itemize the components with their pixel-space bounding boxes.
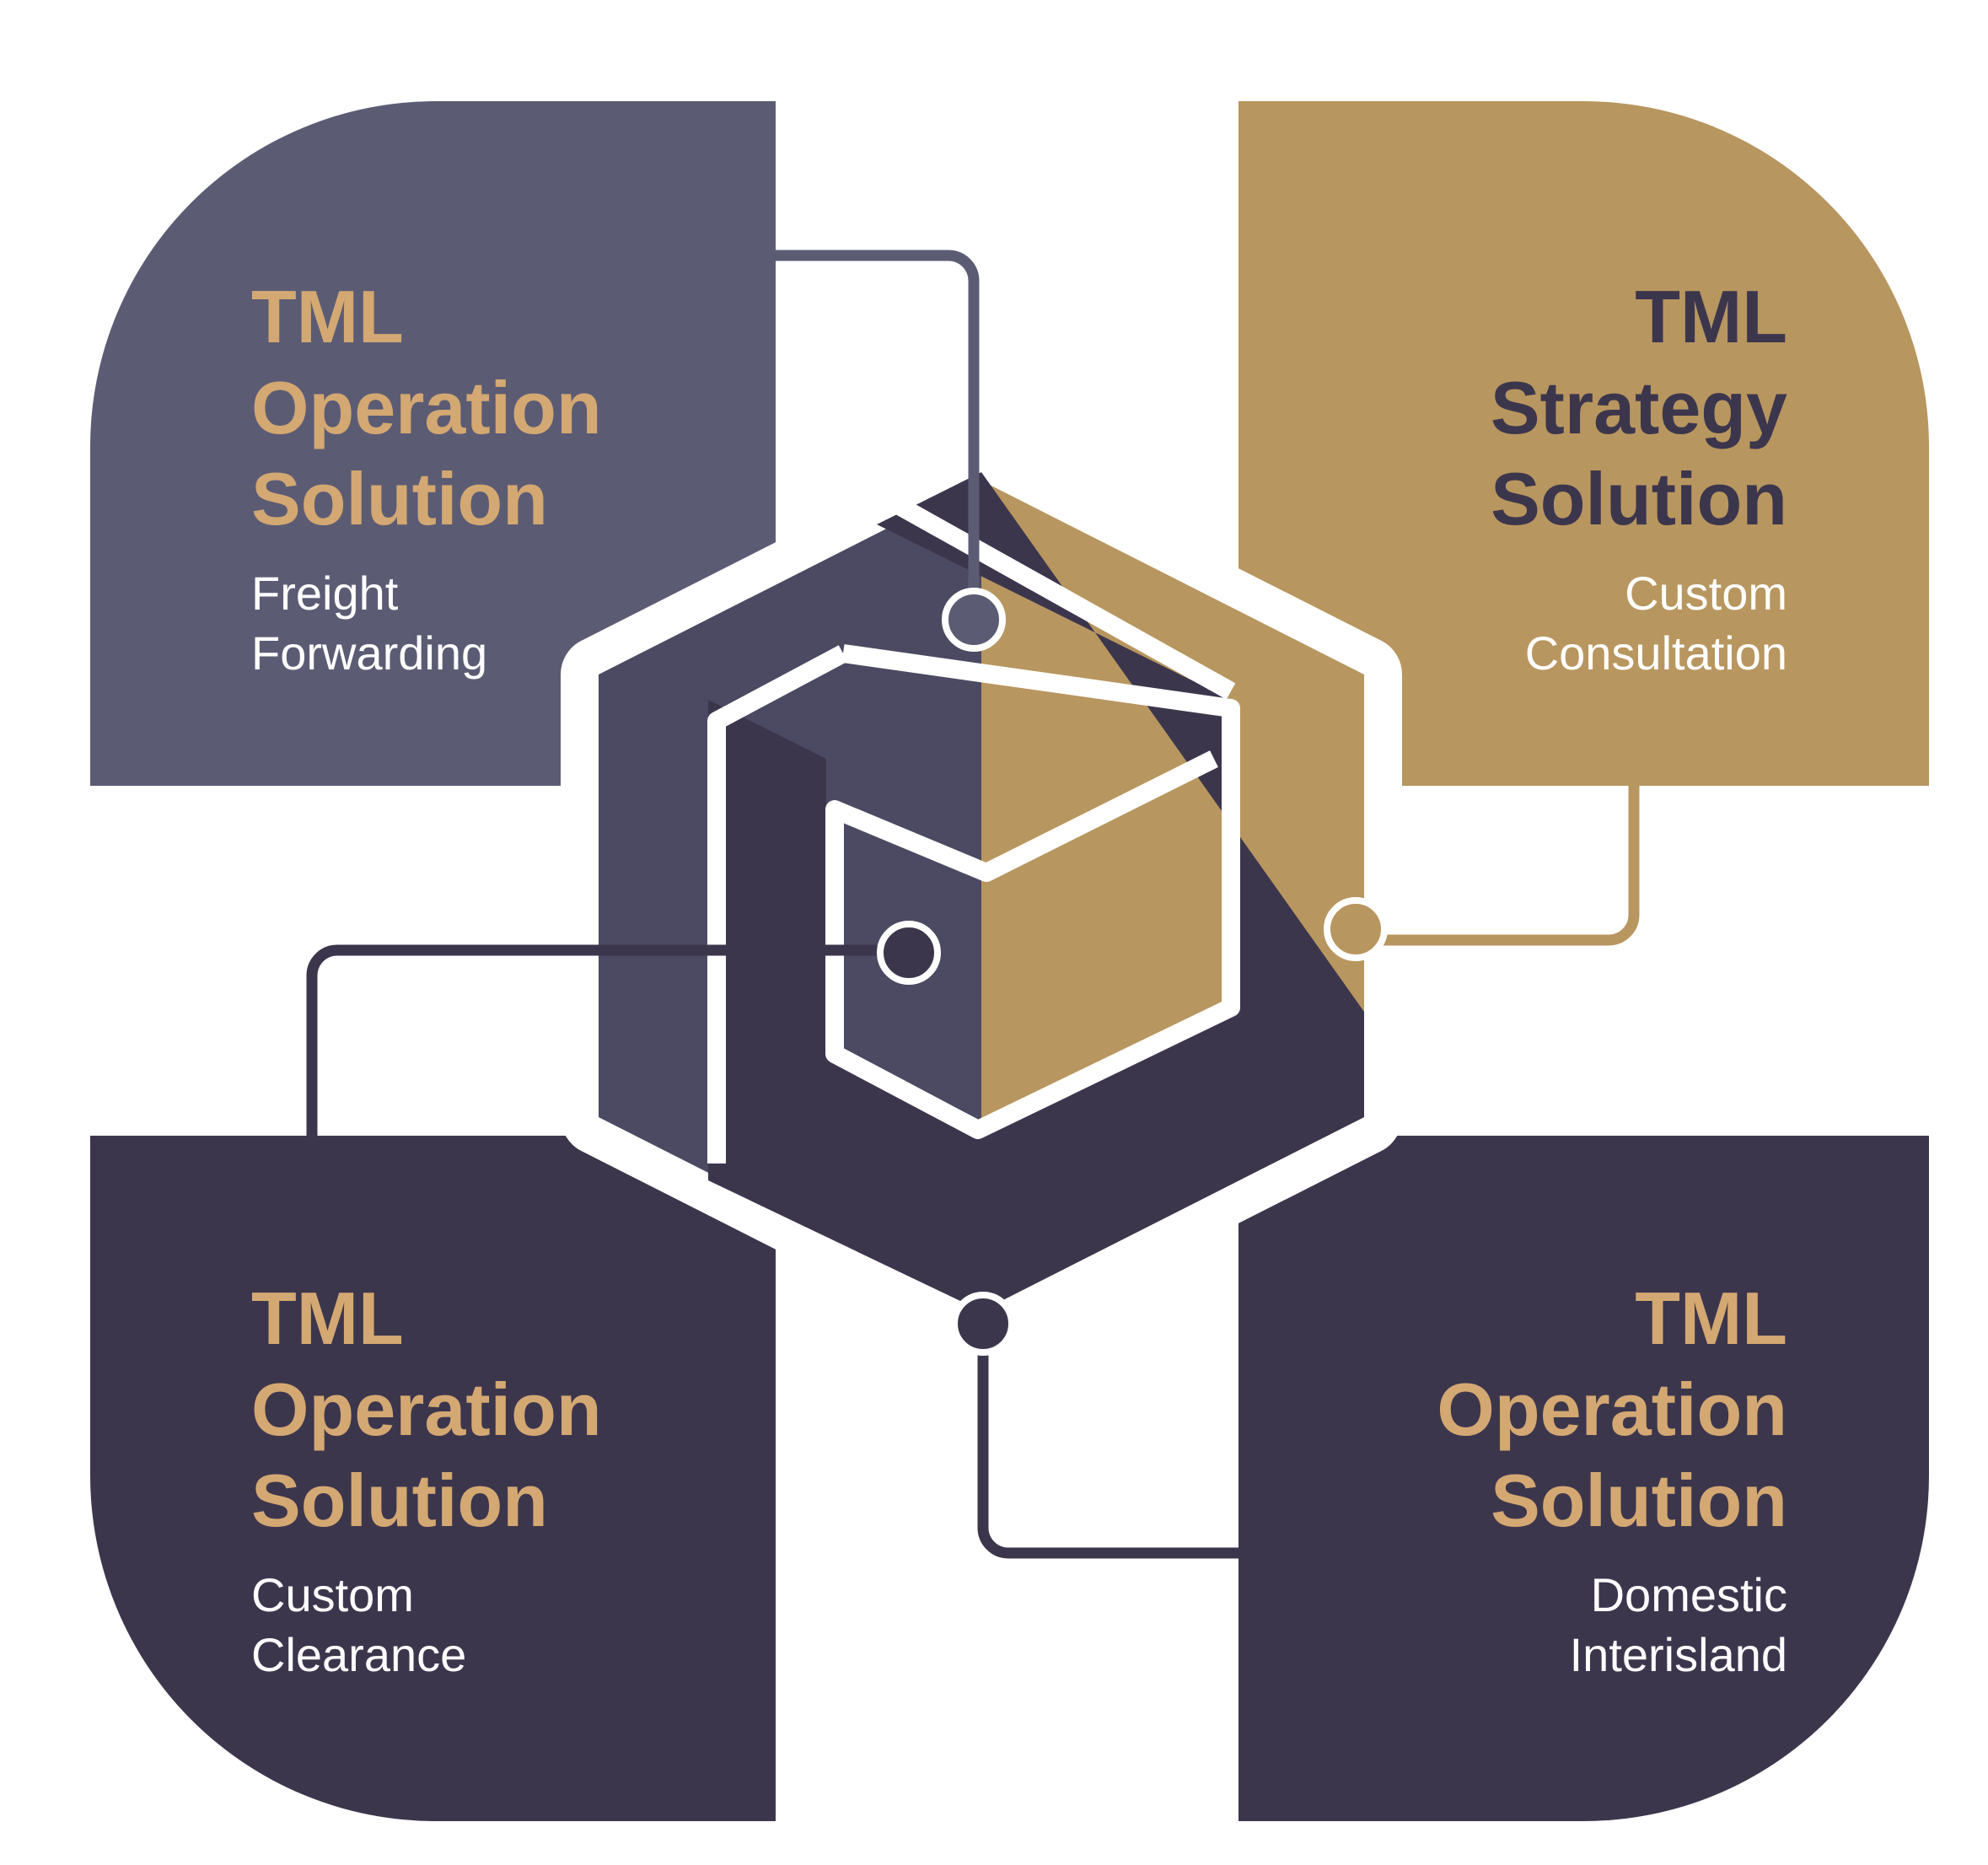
logo-inner-line-2: [825, 644, 1240, 1139]
title-line: Strategy: [1490, 366, 1787, 449]
logo-inner-line: [707, 645, 848, 1164]
card-title: TML Operation Solution: [251, 271, 841, 545]
node-top-left: [942, 588, 1006, 652]
subtitle-line: Clearance: [251, 1628, 467, 1681]
logo-inner-dark: [708, 472, 1364, 1311]
subtitle-line: Interisland: [1569, 1628, 1787, 1681]
card-subtitle: Custom Consultation: [1197, 563, 1787, 683]
connector-top-left: [776, 250, 980, 590]
title-line: Solution: [1491, 457, 1787, 540]
card-title: TML Operation Solution: [1197, 1273, 1787, 1546]
card-bottom-right-shape: [1238, 1136, 1929, 1821]
title-line: TML: [1635, 1276, 1787, 1360]
subtitle-line: Custom: [251, 1568, 414, 1621]
card-title: TML Operation Solution: [251, 1273, 841, 1546]
node-center: [877, 921, 941, 985]
card-top-right-shape: [1238, 101, 1929, 786]
title-line: Operation: [251, 1368, 602, 1451]
title-line: TML: [251, 1276, 404, 1360]
subtitle-line: Custom: [1625, 567, 1787, 620]
tml-cube-logo: [599, 472, 1364, 1311]
card-subtitle: Freight Forwarding: [251, 563, 841, 683]
connector-top-right: [1383, 786, 1640, 946]
title-line: Solution: [251, 457, 548, 540]
node-bottom: [951, 1292, 1015, 1356]
card-top-right: TML Strategy Solution Custom Consultatio…: [1197, 271, 1787, 683]
title-line: Operation: [251, 366, 602, 449]
node-top-right: [1324, 897, 1388, 961]
title-line: Solution: [1491, 1459, 1787, 1542]
card-subtitle: Custom Clearance: [251, 1565, 841, 1685]
subtitle-line: Consultation: [1524, 626, 1787, 680]
card-bottom-left-shape: [90, 1136, 776, 1821]
card-title: TML Strategy Solution: [1197, 271, 1787, 545]
card-bottom-left: TML Operation Solution Custom Clearance: [251, 1273, 841, 1685]
subtitle-line: Domestic: [1590, 1568, 1787, 1621]
title-line: TML: [1635, 275, 1787, 358]
card-top-left-shape: [90, 101, 776, 786]
title-line: TML: [251, 275, 404, 358]
title-line: Operation: [1437, 1368, 1787, 1451]
connector-bottom-left: [306, 944, 877, 1136]
card-bottom-right: TML Operation Solution Domestic Interisl…: [1197, 1273, 1787, 1685]
subtitle-line: Freight: [251, 567, 399, 620]
subtitle-line: Forwarding: [251, 626, 488, 680]
card-subtitle: Domestic Interisland: [1197, 1565, 1787, 1685]
connector-bottom-right: [977, 1353, 1238, 1559]
card-top-left: TML Operation Solution Freight Forwardin…: [251, 271, 841, 683]
title-line: Solution: [251, 1459, 548, 1542]
logo-gold-edge: [872, 485, 1236, 700]
